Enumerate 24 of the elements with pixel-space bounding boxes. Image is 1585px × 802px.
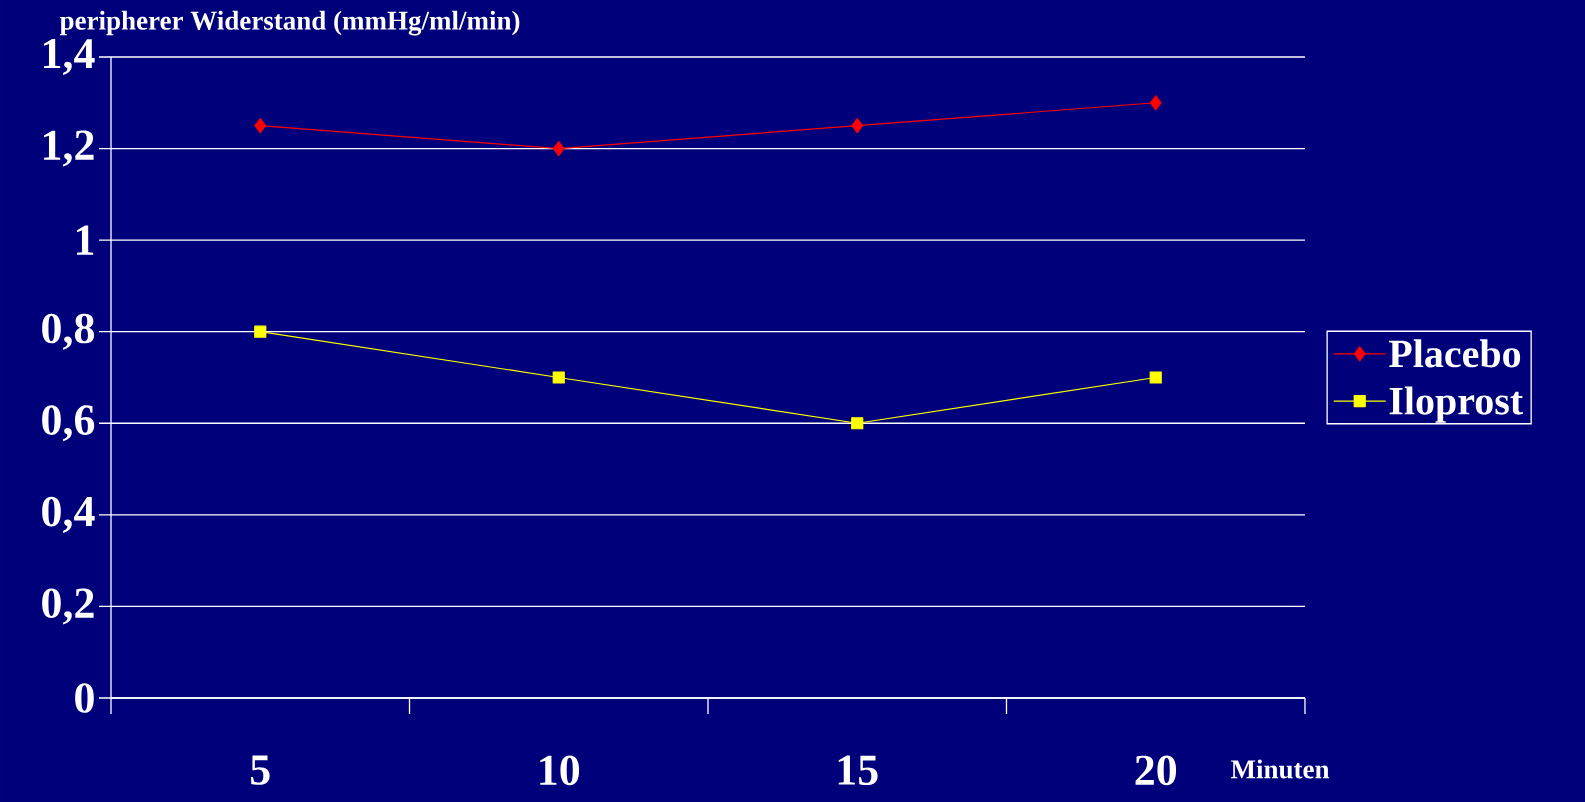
x-tick-label: 5 (251, 755, 270, 785)
y-tick-label: 0,4 (42, 496, 95, 533)
y-axis-title: peripherer Widerstand (mmHg/ml/min) (59, 10, 520, 36)
legend-label: Placebo (1389, 339, 1521, 368)
y-tick-label: 1 (77, 225, 94, 255)
y-tick-label: 0 (75, 683, 94, 713)
point (851, 417, 864, 430)
x-tick-label: 20 (1135, 755, 1177, 786)
x-axis-title: Minuten (1230, 759, 1330, 779)
legend-label: Iloprost (1389, 386, 1523, 423)
y-tick-label: 0,8 (42, 313, 95, 350)
y-tick-label: 0,6 (42, 405, 95, 442)
y-tick-label: 1,2 (44, 130, 94, 167)
point (851, 118, 864, 134)
point (254, 118, 267, 134)
point (552, 140, 565, 157)
x-tick-label: 10 (540, 755, 580, 786)
point (1149, 371, 1162, 384)
point (1149, 95, 1162, 111)
y-tick-label: 0,2 (42, 588, 94, 625)
x-tick-label: 15 (838, 755, 878, 785)
point (552, 371, 565, 384)
point (254, 325, 267, 338)
y-tick-label: 1,4 (44, 39, 95, 75)
